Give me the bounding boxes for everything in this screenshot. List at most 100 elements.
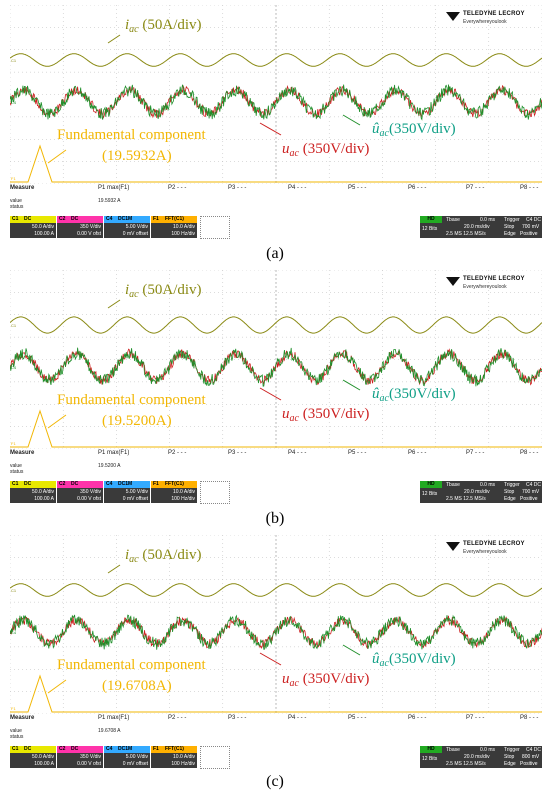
channel-offset: 100 Hz/div [171, 761, 195, 767]
channel-chip[interactable]: C1 DC 50.0 A/div 100.00 A [10, 216, 56, 238]
measure-param[interactable]: P8 - - - [520, 185, 539, 191]
measure-param[interactable]: P4 - - - [288, 715, 307, 721]
measure-param[interactable]: P7 - - - [466, 185, 485, 191]
channel-bar: C1 DC 50.0 A/div 100.00 A C2 DC 350 V/div 0.00 … [10, 746, 542, 770]
tbase-label: Tbase [446, 482, 460, 488]
measure-param[interactable]: P5 - - - [348, 450, 367, 456]
channel-bar: C1 DC 50.0 A/div 100.00 A C2 DC 350 V/div 0.00 … [10, 216, 542, 240]
channel-chip[interactable]: C1 DC 50.0 A/div 100.00 A [10, 746, 56, 768]
channel-chip[interactable]: F1 FFT(C1) 10.0 A/div 100 Hz/div [151, 746, 197, 768]
channel-chip[interactable]: C4 DC1M 5.00 V/div 0 mV offset [104, 216, 150, 238]
brand-text: TELEDYNE LECROY [463, 276, 525, 282]
channel-scale: 5.00 V/div [125, 754, 148, 760]
label-uhat_ac-part: û [372, 121, 380, 137]
measure-label: Measure [10, 715, 35, 721]
trigger-source: C4 DC [526, 217, 542, 223]
figure-caption: (c) [266, 773, 284, 790]
measure-param[interactable]: P3 - - - [228, 450, 247, 456]
measure-param[interactable]: P3 - - - [228, 185, 247, 191]
measure-param[interactable]: P5 - - - [348, 715, 367, 721]
channel-name: F1 [153, 216, 159, 222]
hd-badge: HD [420, 481, 442, 488]
label-u_ac-part: ac [289, 148, 299, 159]
measure-param[interactable]: P1 max(F1) [98, 450, 130, 456]
channel-scale: 50.0 A/div [32, 489, 54, 495]
timebase-panel[interactable]: HD 12 Bits Tbase 0.0 ms 20.0 ms/div 2.5 MS 12… [420, 746, 542, 768]
measure-param[interactable]: P2 - - - [168, 715, 187, 721]
channel-name: C1 [12, 746, 19, 752]
value-row-label: value [10, 728, 22, 734]
channel-name: C4 [106, 746, 113, 752]
trigger-mode: Stop [504, 224, 515, 230]
channel-chip[interactable]: C4 DC1M 5.00 V/div 0 mV offset [104, 481, 150, 503]
measure-param[interactable]: P6 - - - [408, 450, 427, 456]
arrow-uhat_ac [342, 114, 361, 126]
empty-channel-slot[interactable] [200, 481, 230, 504]
channel-chip[interactable]: C2 DC 350 V/div 0.00 V ofst [57, 481, 103, 503]
channel-chip[interactable]: F1 FFT(C1) 10.0 A/div 100 Hz/div [151, 481, 197, 503]
measure-param[interactable]: P2 - - - [168, 185, 187, 191]
measure-param[interactable]: P4 - - - [288, 450, 307, 456]
measure-param[interactable]: P4 - - - [288, 185, 307, 191]
channel-name: C2 [59, 746, 66, 752]
series-uhat_ac [10, 347, 542, 387]
trigger-type: Edge [504, 496, 516, 502]
channel-chip[interactable]: F1 FFT(C1) 10.0 A/div 100 Hz/div [151, 216, 197, 238]
ch-marker: C4 [11, 630, 17, 635]
measure-param[interactable]: P1 max(F1) [98, 185, 130, 191]
measure-param[interactable]: P6 - - - [408, 185, 427, 191]
label-uhat_ac-part: (350V/div) [388, 651, 456, 667]
measure-param[interactable]: P1 max(F1) [98, 715, 130, 721]
label-uhat_ac-part: (350V/div) [388, 121, 456, 137]
channel-chip[interactable]: C4 DC1M 5.00 V/div 0 mV offset [104, 746, 150, 768]
arrow-i_ac [107, 564, 121, 574]
measure-param[interactable]: P8 - - - [520, 715, 539, 721]
trigger-level: 800 mV [522, 754, 540, 760]
arrow-uhat_ac [342, 644, 361, 656]
trigger-source: C4 DC [526, 482, 542, 488]
status-row-label: status [10, 734, 24, 740]
brand-tagline: Everywhereyoulook [463, 19, 507, 25]
channel-coupling: DC [24, 746, 32, 752]
timebase-panel[interactable]: HD 12 Bits Tbase 0.0 ms 20.0 ms/div 2.5 MS 12… [420, 216, 542, 238]
arrow-fundamental [47, 679, 67, 694]
trigger-slope: Positive [520, 761, 538, 767]
teledyne-lecroy-logo: TELEDYNE LECROY Everywhereyoulook [446, 11, 536, 29]
channel-coupling: DC1M [118, 481, 133, 487]
label-uhat_ac-part: ac [379, 658, 389, 669]
measure-param[interactable]: P7 - - - [466, 450, 485, 456]
channel-offset: 100 Hz/div [171, 496, 195, 502]
logo-icon [446, 12, 460, 22]
empty-channel-slot[interactable] [200, 216, 230, 239]
channel-name: C2 [59, 216, 66, 222]
measure-param[interactable]: P3 - - - [228, 715, 247, 721]
channel-name: C1 [12, 481, 19, 487]
time-per-div: 20.0 ms/div [464, 754, 490, 760]
channel-coupling: DC1M [118, 746, 133, 752]
channel-chip[interactable]: C2 DC 350 V/div 0.00 V ofst [57, 746, 103, 768]
timebase-panel[interactable]: HD 12 Bits Tbase 0.0 ms 20.0 ms/div 2.5 MS 12… [420, 481, 542, 503]
channel-chip[interactable]: C1 DC 50.0 A/div 100.00 A [10, 481, 56, 503]
measure-param[interactable]: P2 - - - [168, 450, 187, 456]
status-row-label: status [10, 204, 24, 210]
channel-chip[interactable]: C2 DC 350 V/div 0.00 V ofst [57, 216, 103, 238]
fundamental-value: (19.5932A) [102, 148, 172, 164]
label-i_ac-part: i [125, 17, 130, 33]
channel-header: C2 DC [57, 746, 103, 753]
measure-param[interactable]: P5 - - - [348, 185, 367, 191]
figure-caption: (a) [266, 245, 284, 262]
channel-offset: 0 mV offset [122, 231, 148, 237]
series-fundamental [10, 674, 542, 713]
empty-channel-slot[interactable] [200, 746, 230, 769]
time-per-div: 20.0 ms/div [464, 489, 490, 495]
channel-scale: 50.0 A/div [32, 224, 54, 230]
channel-header: C2 DC [57, 216, 103, 223]
measure-param[interactable]: P8 - - - [520, 450, 539, 456]
channel-scale: 10.0 A/div [173, 754, 195, 760]
measure-param[interactable]: P7 - - - [466, 715, 485, 721]
trigger-label: Trigger [504, 482, 520, 488]
measure-param[interactable]: P6 - - - [408, 715, 427, 721]
label-uhat_ac-part: û [372, 651, 380, 667]
label-u_ac-part: u [282, 406, 290, 422]
channel-offset: 0 mV offset [122, 496, 148, 502]
